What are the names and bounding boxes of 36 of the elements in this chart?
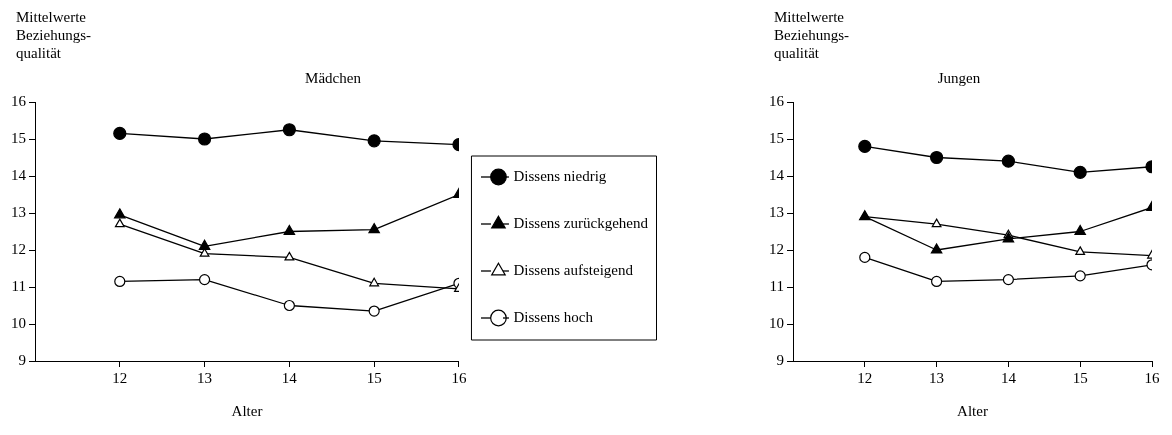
y-tick-label: 13: [769, 203, 784, 220]
y-tick-label: 11: [769, 277, 784, 294]
x-tick-label: 15: [1072, 369, 1088, 386]
x-tick-label: 14: [281, 369, 298, 386]
y-tick-label: 10: [769, 314, 784, 331]
x-tick-label: 12: [857, 369, 873, 386]
chart-title: Jungen: [937, 69, 981, 86]
y-tick-label: 12: [769, 240, 784, 257]
x-axis-title: Alter: [957, 402, 988, 419]
y-tick-label: 14: [769, 166, 785, 183]
y-tick-label: 9: [18, 351, 26, 368]
y-tick-label: 10: [11, 314, 26, 331]
x-tick-label: 15: [366, 369, 382, 386]
x-tick-label: 14: [1000, 369, 1017, 386]
x-tick-label: 16: [1144, 369, 1160, 386]
x-axis-title: Alter: [231, 402, 263, 419]
legend-label: Dissens zurückgehend: [513, 214, 649, 231]
y-axis-title: Mittelwerte Beziehungs- qualität: [16, 8, 91, 62]
chart-title: Mädchen: [305, 69, 362, 86]
y-tick-label: 16: [769, 92, 785, 109]
x-tick-label: 13: [929, 369, 945, 386]
y-tick-label: 15: [769, 129, 784, 146]
legend-label: Dissens hoch: [513, 308, 594, 325]
x-tick-label: 12: [112, 369, 128, 386]
y-tick-label: 14: [11, 166, 27, 183]
y-tick-label: 16: [11, 92, 27, 109]
y-tick-label: 13: [11, 203, 26, 220]
y-axis-title: Mittelwerte Beziehungs- qualität: [774, 8, 849, 62]
legend-label: Dissens aufsteigend: [513, 261, 634, 278]
x-tick-label: 16: [451, 369, 467, 386]
y-tick-label: 11: [11, 277, 26, 294]
legend-label: Dissens niedrig: [513, 167, 607, 184]
y-tick-label: 15: [11, 129, 26, 146]
y-tick-label: 12: [11, 240, 26, 257]
x-tick-label: 13: [197, 369, 213, 386]
y-tick-label: 9: [776, 351, 784, 368]
